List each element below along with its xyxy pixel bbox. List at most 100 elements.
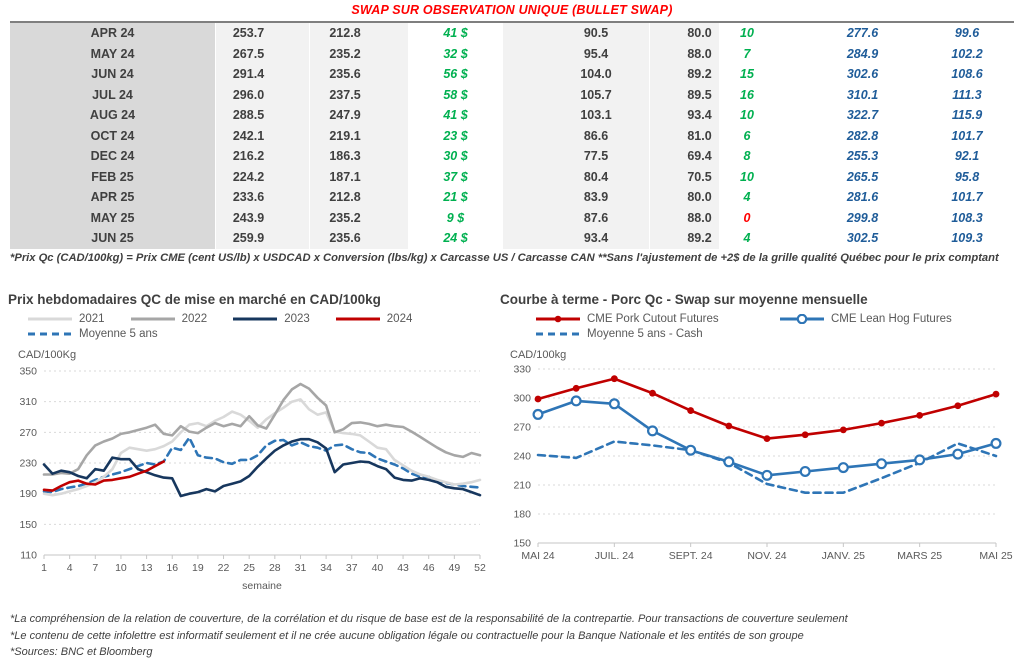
svg-text:NOV. 24: NOV. 24 bbox=[747, 550, 786, 562]
qc-cash-price-cell: 212.8 bbox=[310, 23, 408, 44]
cme-cash-price-cell: 70.5 bbox=[650, 166, 719, 187]
legend-line-swatch-icon bbox=[536, 332, 580, 336]
cme-cash-price-cell: 89.2 bbox=[650, 228, 719, 249]
legend-label: Moyenne 5 ans bbox=[79, 328, 158, 340]
month-cell: AUG 24 bbox=[10, 105, 216, 126]
legend-line-swatch-icon bbox=[536, 315, 580, 323]
month-cell: JUN 24 bbox=[10, 64, 216, 85]
forward-us-cell: 99.6 bbox=[954, 26, 980, 40]
qc-cash-price-cell: 237.5 bbox=[310, 84, 408, 105]
qc-swap-price-cell: 296.0 bbox=[216, 84, 310, 105]
svg-text:7: 7 bbox=[92, 562, 98, 574]
qc-diff-cell: 56 $ bbox=[443, 67, 468, 81]
svg-text:270: 270 bbox=[19, 427, 37, 439]
qc-diff-cell: 23 $ bbox=[443, 128, 468, 143]
weekly-chart-legend: 2021 2022 2023 2024 Moyenne 5 ans bbox=[26, 313, 494, 340]
swap-table: APR 24 253.7 212.8 41 $90.5 80.0 10 277.6 99.6 M… bbox=[10, 21, 1014, 249]
cme-cash-price-cell: 89.2 bbox=[650, 64, 719, 85]
cme-diff-cell: 6 bbox=[743, 128, 751, 143]
qc-swap-price-cell: 288.5 bbox=[216, 105, 310, 126]
cme-cash-price-cell: 88.0 bbox=[650, 43, 719, 64]
month-cell: JUL 24 bbox=[10, 84, 216, 105]
footnote-hedging-disclaimer: *La compréhension de la relation de couv… bbox=[10, 613, 848, 625]
cme-diff-cell: 4 bbox=[743, 190, 751, 204]
svg-text:230: 230 bbox=[19, 458, 37, 470]
svg-text:MARS 25: MARS 25 bbox=[897, 550, 942, 562]
qc-swap-price-cell: 253.7 bbox=[216, 23, 310, 44]
cme-cash-price-cell: 80.0 bbox=[650, 23, 719, 44]
weekly-price-chart: Prix hebdomadaires QC de mise en marché … bbox=[8, 292, 494, 598]
cme-cash-price-cell: 88.0 bbox=[650, 207, 719, 228]
svg-text:40: 40 bbox=[372, 562, 384, 574]
legend-line-swatch-icon bbox=[28, 317, 72, 321]
forward-us-cell: 109.3 bbox=[951, 231, 983, 245]
svg-text:330: 330 bbox=[513, 364, 531, 376]
svg-text:semaine: semaine bbox=[242, 580, 282, 592]
cme-cash-price-cell: 69.4 bbox=[650, 146, 719, 167]
forward-cad-cell: 281.6 bbox=[846, 190, 879, 204]
cme-diff-cell: 15 bbox=[740, 67, 754, 81]
qc-diff-cell: 21 $ bbox=[443, 190, 468, 204]
qc-swap-price-cell: 242.1 bbox=[216, 125, 310, 146]
cme-diff-cell: 8 bbox=[743, 149, 751, 163]
page-title: SWAP SUR OBSERVATION UNIQUE (BULLET SWAP… bbox=[351, 3, 673, 17]
svg-text:150: 150 bbox=[513, 538, 531, 550]
qc-cash-price-cell: 186.3 bbox=[310, 146, 408, 167]
forward-us-cell: 108.6 bbox=[951, 67, 983, 81]
legend-label: CME Pork Cutout Futures bbox=[587, 313, 719, 325]
month-cell: APR 25 bbox=[10, 187, 216, 208]
table-footnote: *Prix Qc (CAD/100kg) = Prix CME (cent US… bbox=[10, 252, 999, 264]
legend-line-swatch-icon bbox=[130, 317, 175, 321]
qc-swap-price-cell: 233.6 bbox=[216, 187, 310, 208]
forward-cad-cell: 310.1 bbox=[846, 87, 879, 102]
qc-cash-price-cell: 212.8 bbox=[310, 187, 408, 208]
month-cell: OCT 24 bbox=[10, 125, 216, 146]
svg-text:37: 37 bbox=[346, 562, 358, 574]
svg-text:22: 22 bbox=[218, 562, 230, 574]
qc-swap-price-cell: 224.2 bbox=[216, 166, 310, 187]
svg-text:34: 34 bbox=[320, 562, 332, 574]
legend-label: 2022 bbox=[181, 313, 208, 325]
svg-text:180: 180 bbox=[513, 509, 531, 521]
svg-text:JUIL. 24: JUIL. 24 bbox=[595, 550, 634, 562]
cme-diff-cell: 10 bbox=[740, 108, 754, 122]
forward-us-cell: 108.3 bbox=[951, 210, 983, 225]
svg-text:1: 1 bbox=[41, 562, 47, 574]
qc-cash-price-cell: 235.6 bbox=[310, 64, 408, 85]
forward-cad-cell: 284.9 bbox=[846, 46, 879, 61]
qc-cash-price-cell: 235.2 bbox=[310, 207, 408, 228]
forward-cad-cell: 277.6 bbox=[846, 26, 879, 40]
qc-diff-cell: 37 $ bbox=[443, 169, 468, 184]
cme-diff-cell: 7 bbox=[743, 46, 751, 61]
qc-cash-price-cell: 235.6 bbox=[310, 228, 408, 249]
legend-line-swatch-icon bbox=[335, 317, 380, 321]
legend-label: 2024 bbox=[386, 313, 413, 325]
qc-diff-cell: 24 $ bbox=[443, 231, 468, 245]
svg-text:52: 52 bbox=[474, 562, 486, 574]
legend-item: CME Pork Cutout Futures bbox=[534, 313, 778, 325]
cme-cash-price-cell: 81.0 bbox=[650, 125, 719, 146]
forward-chart-plot: 150 180 210 240 270 300 330 MAI 24 JUIL. 24 SEPT.… bbox=[513, 364, 1012, 563]
month-cell: MAY 25 bbox=[10, 207, 216, 228]
weekly-chart-y-axis-caption: CAD/100Kg bbox=[18, 349, 77, 361]
svg-text:10: 10 bbox=[115, 562, 127, 574]
forward-cad-cell: 302.6 bbox=[846, 67, 879, 81]
svg-text:190: 190 bbox=[19, 488, 37, 500]
svg-text:300: 300 bbox=[513, 393, 531, 405]
legend-label: CME Lean Hog Futures bbox=[831, 313, 952, 325]
svg-text:31: 31 bbox=[295, 562, 307, 574]
cme-diff-cell: 10 bbox=[740, 26, 754, 40]
svg-text:43: 43 bbox=[397, 562, 409, 574]
qc-swap-price-cell: 267.5 bbox=[216, 43, 310, 64]
cme-swap-price-cell: 105.7 bbox=[503, 84, 650, 105]
forward-cad-cell: 282.8 bbox=[846, 128, 879, 143]
forward-chart-y-axis-caption: CAD/100kg bbox=[510, 349, 567, 361]
cme-swap-price-cell: 86.6 bbox=[503, 125, 650, 146]
forward-cad-cell: 302.5 bbox=[846, 231, 879, 245]
legend-item: 2023 bbox=[231, 313, 310, 325]
legend-label: 2023 bbox=[284, 313, 310, 325]
cme-diff-cell: 0 bbox=[743, 210, 751, 225]
forward-chart-legend: CME Pork Cutout Futures CME Lean Hog Futu… bbox=[534, 313, 1022, 340]
legend-item: Moyenne 5 ans bbox=[26, 328, 158, 340]
forward-us-cell: 101.7 bbox=[951, 190, 983, 204]
